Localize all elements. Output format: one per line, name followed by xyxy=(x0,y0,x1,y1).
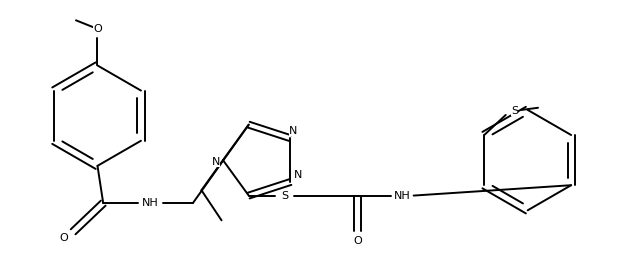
Text: O: O xyxy=(93,24,102,34)
Text: O: O xyxy=(353,236,362,246)
Text: NH: NH xyxy=(142,198,158,208)
Text: S: S xyxy=(281,191,288,200)
Text: N: N xyxy=(211,157,220,167)
Text: N: N xyxy=(294,170,302,180)
Text: NH: NH xyxy=(394,191,410,200)
Text: O: O xyxy=(59,232,68,243)
Text: S: S xyxy=(510,106,518,116)
Text: N: N xyxy=(289,126,297,136)
